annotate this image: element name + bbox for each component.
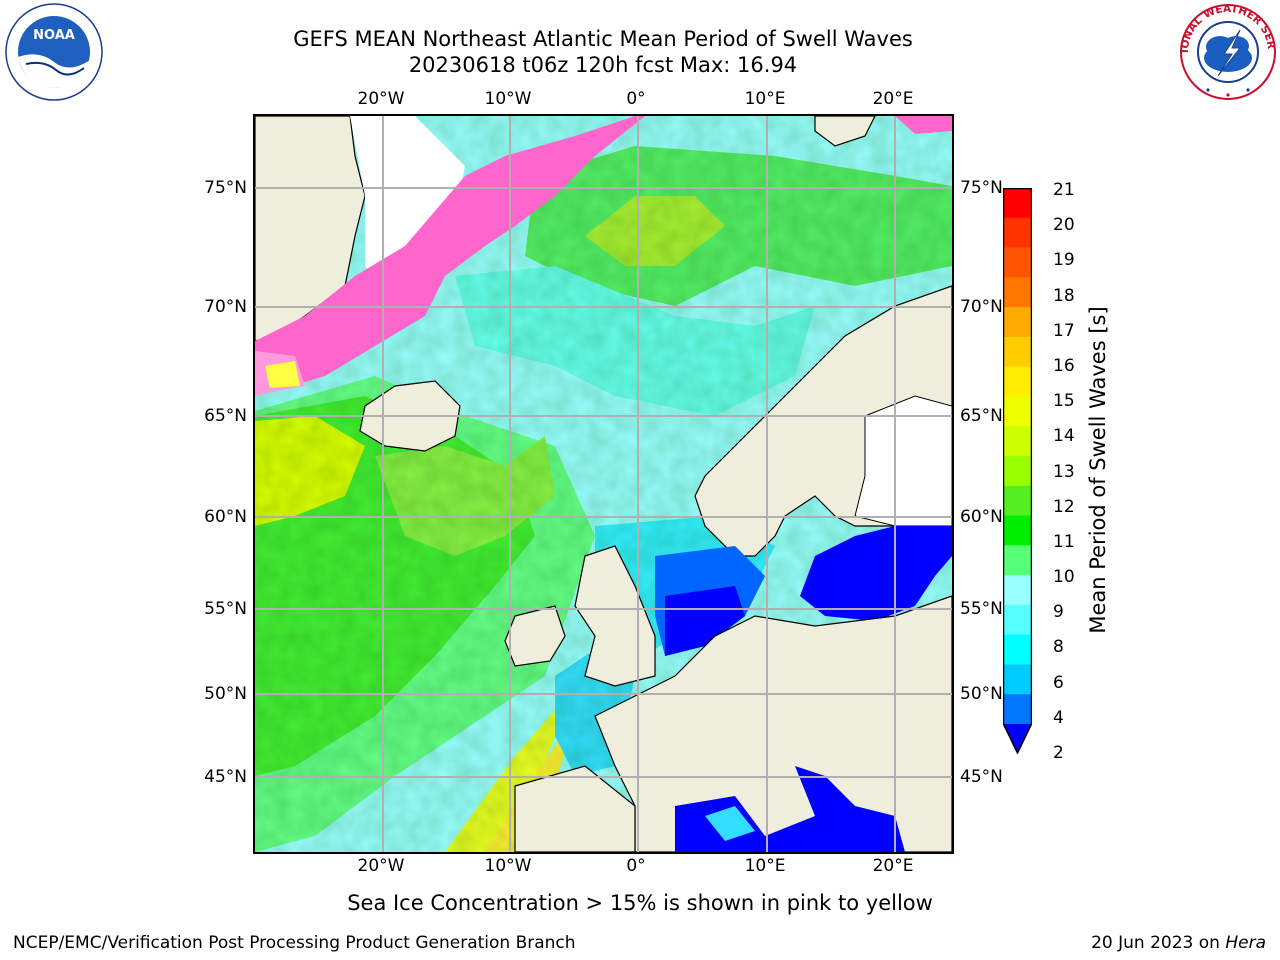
lat-tick-left: 70°N: [204, 297, 247, 317]
lon-tick-top: 10°E: [744, 89, 786, 109]
map-plot-area: [253, 114, 954, 854]
lon-tick-bottom: 10°E: [744, 856, 786, 876]
colorbar-tick-label: 8: [1053, 637, 1064, 658]
noaa-logo: NOAA: [5, 3, 103, 101]
colorbar-tick-label: 4: [1053, 707, 1064, 728]
colorbar-swatch: [1003, 545, 1032, 576]
colorbar-tick-label: 19: [1053, 250, 1075, 271]
nws-logo: NATIONAL WEATHER SERVICE: [1178, 2, 1277, 100]
colorbar-swatch: [1003, 336, 1032, 368]
north-sea-south: [665, 586, 745, 656]
colorbar-swatch: [1003, 634, 1032, 665]
svalbard-land: [814, 116, 876, 147]
ireland-land: [504, 605, 566, 667]
lon-tick-bottom: 0°: [626, 856, 646, 876]
date-stamp: 20 Jun 2023 on Hera: [1091, 933, 1266, 953]
colorbar-swatch: [1003, 217, 1032, 249]
continental-europe-land: [594, 595, 952, 852]
colorbar-tick-label: 15: [1053, 391, 1075, 412]
lat-tick-right: 75°N: [960, 178, 1003, 198]
lat-tick-right: 60°N: [960, 507, 1003, 527]
colorbar-tick-label: 13: [1053, 461, 1075, 482]
lat-tick-left: 55°N: [204, 599, 247, 619]
colorbar-swatch: [1003, 485, 1032, 517]
colorbar-swatch: [1003, 694, 1032, 725]
map-gridlines: [255, 116, 952, 852]
date-text: 20 Jun 2023 on: [1091, 933, 1226, 953]
lat-tick-right: 45°N: [960, 767, 1003, 787]
colorbar-swatch: [1003, 307, 1032, 338]
lat-tick-left: 45°N: [204, 767, 247, 787]
lat-tick-right: 70°N: [960, 297, 1003, 317]
lat-tick-left: 65°N: [204, 406, 247, 426]
colorbar-swatch: [1003, 604, 1032, 636]
colorbar-tick-label: 12: [1053, 496, 1075, 517]
colorbar-tick-label: 17: [1053, 320, 1075, 341]
colorbar: [1003, 188, 1032, 754]
colorbar-swatch: [1003, 426, 1032, 457]
lon-tick-top: 0°: [626, 89, 646, 109]
map-canvas: [255, 116, 952, 852]
lon-tick-top: 20°W: [357, 89, 405, 109]
colorbar-tick-label: 11: [1053, 531, 1075, 552]
lat-tick-right: 50°N: [960, 684, 1003, 704]
chart-title: GEFS MEAN Northeast Atlantic Mean Period…: [293, 27, 913, 51]
colorbar-tick-label: 6: [1053, 672, 1064, 693]
sea-ice-footnote: Sea Ice Concentration > 15% is shown in …: [347, 891, 933, 915]
credit-line: NCEP/EMC/Verification Post Processing Pr…: [13, 933, 576, 953]
colorbar-swatch: [1003, 277, 1032, 308]
colorbar-swatch: [1003, 664, 1032, 695]
adriatic-sea: [795, 766, 875, 852]
colorbar-swatch: [1003, 396, 1032, 427]
colorbar-tick-label: 14: [1053, 426, 1075, 447]
colorbar-extend-triangle: [1003, 724, 1032, 753]
lon-tick-bottom: 10°W: [484, 856, 532, 876]
colorbar-label: Mean Period of Swell Waves [s]: [1086, 306, 1110, 634]
colorbar-tick-label: 10: [1053, 567, 1075, 588]
lat-tick-left: 60°N: [204, 507, 247, 527]
colorbar-tick-label: 2: [1053, 743, 1064, 763]
lat-tick-left: 50°N: [204, 684, 247, 704]
great-britain-land: [574, 545, 656, 687]
lon-tick-bottom: 20°E: [872, 856, 914, 876]
colorbar-tick-label: 16: [1053, 355, 1075, 376]
lon-tick-top: 10°W: [484, 89, 532, 109]
lat-tick-right: 55°N: [960, 599, 1003, 619]
sea-ice-band: [255, 116, 645, 396]
lon-tick-bottom: 20°W: [357, 856, 405, 876]
sea-ice-yellow: [265, 361, 300, 388]
colorbar-swatch: [1003, 575, 1032, 606]
chart-subtitle: 20230618 t06z 120h fcst Max: 16.94: [408, 53, 798, 77]
sea-ice-svalbard: [895, 116, 952, 134]
colorbar-swatch: [1003, 366, 1032, 397]
lat-tick-left: 75°N: [204, 178, 247, 198]
colorbar-swatch: [1003, 515, 1032, 546]
mediterranean-shallow: [705, 806, 755, 841]
no-data-region: [350, 116, 465, 286]
iberia-land: [514, 765, 636, 852]
colorbar-tick-label: 9: [1053, 602, 1064, 623]
colorbar-tick-label: 21: [1053, 180, 1075, 200]
noaa-logo-text: NOAA: [33, 28, 75, 43]
colorbar-tick-label: 18: [1053, 285, 1075, 306]
baltic-sea: [800, 526, 952, 621]
colorbar-tick-label: 20: [1053, 215, 1075, 236]
lat-tick-right: 65°N: [960, 406, 1003, 426]
colorbar-swatch: [1003, 188, 1032, 219]
host-name: Hera: [1225, 933, 1266, 953]
colorbar-swatch: [1003, 247, 1032, 278]
colorbar-swatch: [1003, 456, 1032, 487]
lon-tick-top: 20°E: [872, 89, 914, 109]
